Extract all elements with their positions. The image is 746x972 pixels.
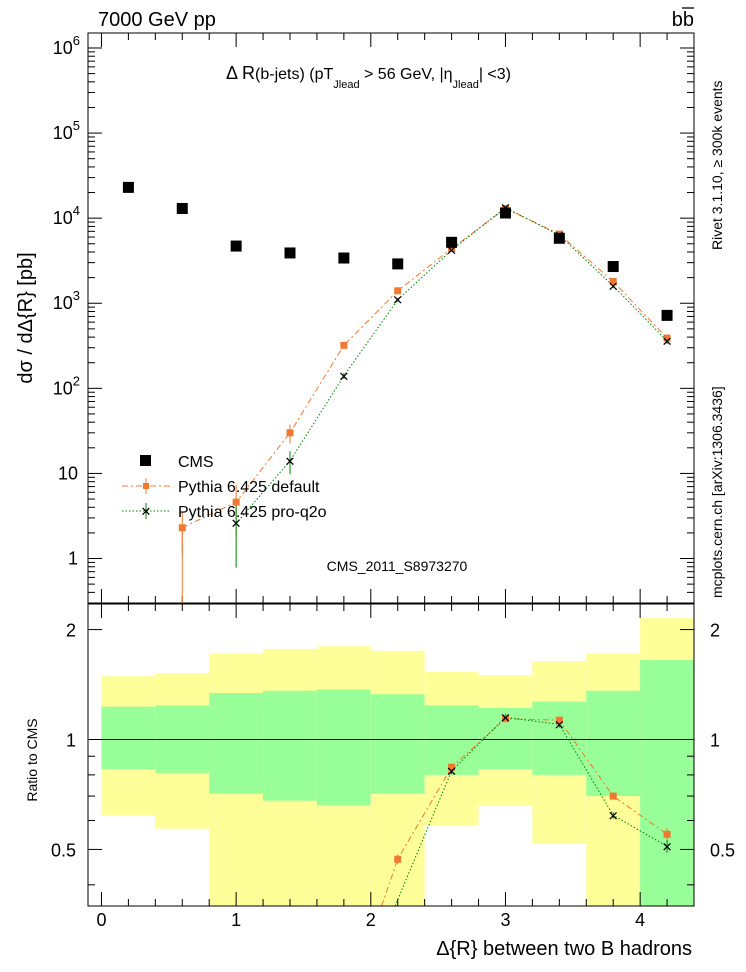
title-tail: | <3) [479,66,511,83]
ratio-point-proq2o: ✕ [554,717,565,732]
band-inner [640,660,694,906]
main-frame [87,32,695,604]
band-inner [209,693,264,794]
point-cms [122,181,134,193]
main-y-axis-label: dσ / dΔ{R} [pb] [15,252,37,383]
chart-title: Δ R(b-jets) (pTJlead > 56 GeV, |ηJlead| … [226,63,511,91]
point-default [663,334,671,342]
series-line [235,207,668,524]
ratio-y-tick-label: 0.5 [51,840,76,860]
legend-label-proq2o: Pythia 6.425 pro-q2o [178,504,327,521]
watermark: CMS_2011_S8973270 [327,558,468,574]
ratio-point-default [609,792,617,800]
ratio-point-default [448,763,456,771]
band-inner [263,690,317,801]
ratio-ticks: 0.5 0.5 1 1 2 2 0 1 2 3 4 [51,604,735,930]
x-tick-label: 3 [500,910,510,930]
ratio-point-default [501,715,509,723]
y-tick-label: 104 [53,203,80,228]
y-tick-label: 10 [58,463,78,483]
point-cms [392,258,404,270]
band-inner [532,701,587,775]
ratio-y-tick-label-right: 1 [710,731,720,751]
title-sub-2: Jlead [453,79,479,91]
title-bjets: (b-jets) (pT [255,66,333,83]
legend-label-cms: CMS [178,454,214,471]
point-cms [499,207,511,219]
band-inner [586,690,641,797]
legend: CMS Pythia 6.425 default ✕ Pythia 6.425 … [122,454,327,521]
x-tick-label: 4 [635,910,645,930]
point-cms [176,202,188,214]
ratio-point-proq2o: ✕ [608,808,619,823]
process-label: bb [672,9,694,31]
point-default [286,429,294,437]
point-cms [284,247,296,259]
x-tick-label: 2 [366,910,376,930]
y-tick-label: 102 [53,373,80,398]
title-lead: Δ R [226,63,255,83]
point-proq2o: ✕ [231,516,242,531]
series-line [182,207,668,529]
ratio-point-default [555,716,563,724]
point-default [609,278,617,286]
band-inner [370,694,425,794]
rivet-label: Rivet 3.1.10, ≥ 300k events [709,80,725,250]
band-inner [101,706,156,770]
ratio-point-proq2o: ✕ [500,710,511,725]
ratio-marks: ✕ ✕ ✕ ✕ ✕ [381,710,673,907]
point-proq2o: ✕ [662,334,673,349]
main-marks: ✕✕✕✕✕✕✕✕✕ [122,181,673,603]
point-default [448,244,456,252]
x-tick-label: 1 [231,910,241,930]
y-tick-label: 1 [68,549,78,569]
title-sub-1: Jlead [333,79,359,91]
point-cms [607,261,619,273]
point-default [394,287,402,295]
point-cms [661,309,673,321]
legend-label-default: Pythia 6.425 default [178,479,320,496]
y-tick-label: 105 [53,118,80,143]
mcplots-label: mcplots.cern.ch [arXiv:1306.3436] [709,386,725,598]
ratio-point-proq2o: ✕ [662,839,673,854]
title-mid: > 56 GeV, |η [360,66,453,83]
y-tick-label: 106 [53,33,80,58]
ratio-y-tick-label-right: 2 [710,621,720,641]
point-proq2o: ✕ [285,454,296,469]
point-proq2o: ✕ [392,293,403,308]
x-tick-label: 0 [96,910,106,930]
point-default [178,524,186,532]
legend-marker-default [143,483,149,489]
ratio-y-axis-label: Ratio to CMS [24,718,40,801]
ratio-frame [87,603,695,907]
ratio-line [394,716,668,907]
legend-marker-proq2o: ✕ [141,504,152,519]
point-cms [446,236,458,248]
point-proq2o: ✕ [608,279,619,294]
energy-label: 7000 GeV pp [98,9,216,31]
point-proq2o: ✕ [338,369,349,384]
ratio-point-proq2o: ✕ [446,764,457,779]
x-axis-label: Δ{R} between two B hadrons [436,938,692,960]
point-cms [553,232,565,244]
ratio-bands [88,618,694,906]
band-inner [424,705,479,775]
point-cms [338,252,350,264]
point-default [232,498,240,506]
point-cms [230,240,242,252]
point-default [340,341,348,349]
ratio-y-tick-label: 2 [66,621,76,641]
ratio-point-default [663,830,671,838]
ratio-panel: ✕ ✕ ✕ ✕ ✕ 0.5 0.5 1 1 2 2 0 1 2 3 4 Ratio to CMS Δ{R} … [24,603,735,960]
y-tick-label: 103 [53,288,80,313]
legend-marker-cms [140,455,151,466]
main-ticks: 1 10 102 103 104 105 106 [53,33,695,604]
ratio-y-tick-label-right: 0.5 [710,840,735,860]
ratio-point-default [394,855,402,863]
band-inner [316,689,371,806]
ratio-y-tick-label: 1 [66,731,76,751]
point-proq2o: ✕ [446,243,457,258]
